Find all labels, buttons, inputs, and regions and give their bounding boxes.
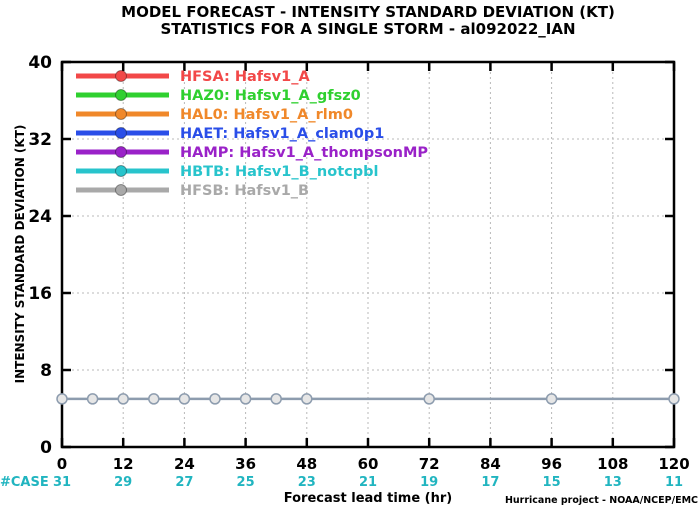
legend-swatch-marker	[115, 108, 127, 120]
case-counts: 31 29 27 25 23 21 19 17 15 13 11	[53, 475, 683, 490]
grid-lines	[62, 62, 674, 447]
y-axis-label: INTENSITY STANDARD DEVIATION (KT)	[13, 125, 27, 384]
y-tick-label: 40	[28, 53, 52, 73]
reference-point	[239, 393, 252, 405]
reference-point	[117, 393, 129, 405]
legend-swatch-marker	[115, 127, 127, 139]
reference-point	[56, 393, 68, 405]
reference-point	[668, 393, 680, 405]
y-tick-label: 24	[28, 207, 52, 227]
legend-swatch-marker	[115, 89, 127, 101]
case-count: 29	[114, 475, 132, 490]
x-tick-label: 84	[480, 455, 501, 473]
reference-point	[178, 393, 191, 405]
plot-frame	[60, 60, 676, 449]
legend-entry: HAMP: Hafsv1_A_thompsonMP	[76, 145, 428, 161]
case-count: 21	[359, 475, 377, 490]
x-tick-label: 108	[597, 455, 628, 473]
case-count: 25	[237, 475, 255, 490]
legend-label: HAZ0: Hafsv1_A_gfsz0	[180, 88, 361, 104]
x-tick-label: 48	[296, 455, 317, 473]
legend-label: HAET: Hafsv1_A_clam0p1	[180, 126, 384, 142]
legend-entry: HAET: Hafsv1_A_clam0p1	[76, 126, 384, 142]
reference-point	[423, 393, 435, 405]
reference-point	[148, 393, 160, 405]
x-tick-label: 24	[174, 455, 195, 473]
legend-swatch-marker	[115, 165, 127, 177]
legend-label: HFSB: Hafsv1_B	[180, 183, 309, 199]
x-axis-ticks: 0 12 24 36 48 60 72 84 96 108 120	[57, 62, 690, 473]
x-tick-label: 72	[419, 455, 440, 473]
credit-text: Hurricane project - NOAA/NCEP/EMC	[505, 495, 698, 506]
case-count: 11	[665, 475, 683, 490]
x-tick-label: 0	[57, 455, 67, 473]
legend-label: HAL0: Hafsv1_A_rlm0	[180, 107, 353, 123]
case-count: 15	[543, 475, 561, 490]
reference-point	[209, 393, 221, 405]
case-count: 23	[298, 475, 316, 490]
legend-entry: HAZ0: Hafsv1_A_gfsz0	[76, 88, 361, 104]
x-tick-label: 12	[113, 455, 134, 473]
legend-label: HBTB: Hafsv1_B_notcpbl	[180, 164, 378, 180]
chart-title: MODEL FORECAST - INTENSITY STANDARD DEVI…	[121, 3, 615, 21]
case-count: 31	[53, 475, 71, 490]
legend-swatch-marker	[115, 70, 127, 82]
legend-swatch-marker	[115, 146, 127, 158]
case-count: 19	[420, 475, 438, 490]
reference-point	[270, 393, 282, 405]
chart-subtitle: STATISTICS FOR A SINGLE STORM - al092022…	[161, 20, 576, 38]
reference-point	[545, 393, 558, 405]
y-axis-ticks: 0 8 16 24 32 40	[28, 53, 674, 458]
y-tick-label: 8	[40, 361, 52, 381]
reference-point	[301, 393, 313, 405]
y-tick-label: 16	[28, 284, 52, 304]
y-tick-label: 0	[40, 438, 52, 458]
legend-swatch-marker	[115, 184, 127, 196]
reference-point	[86, 393, 99, 405]
x-tick-label: 96	[541, 455, 562, 473]
x-tick-label: 60	[358, 455, 379, 473]
case-label: #CASE	[0, 475, 49, 490]
x-tick-label: 120	[658, 455, 689, 473]
series-lines	[56, 393, 680, 405]
legend-label: HAMP: Hafsv1_A_thompsonMP	[180, 145, 428, 161]
legend-entry: HAL0: Hafsv1_A_rlm0	[76, 107, 353, 123]
x-axis-label: Forecast lead time (hr)	[284, 491, 452, 506]
case-count: 17	[481, 475, 499, 490]
legend-entry: HFSB: Hafsv1_B	[76, 183, 309, 199]
y-tick-label: 32	[28, 130, 52, 150]
case-count: 13	[604, 475, 622, 490]
case-count: 27	[175, 475, 193, 490]
legend-entry: HBTB: Hafsv1_B_notcpbl	[76, 164, 378, 180]
legend-entry: HFSA: Hafsv1_A	[76, 69, 310, 85]
legend-label: HFSA: Hafsv1_A	[180, 69, 310, 85]
x-tick-label: 36	[235, 455, 256, 473]
legend: HFSA: Hafsv1_A HAZ0: Hafsv1_A_gfsz0 HAL0: …	[76, 69, 428, 199]
